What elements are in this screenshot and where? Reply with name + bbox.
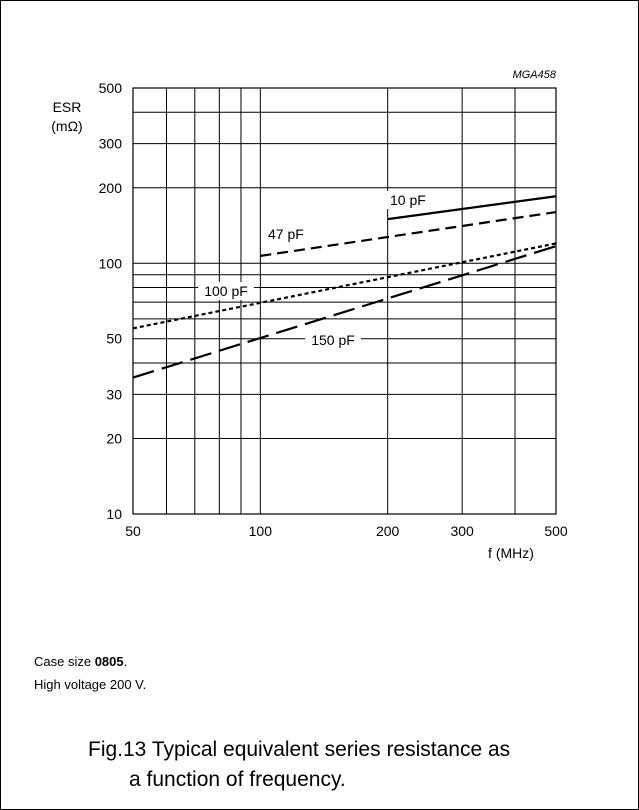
y-tick-label-50: 50 bbox=[106, 331, 122, 347]
plot-border bbox=[132, 87, 557, 515]
series-label-100-pf: 100 pF bbox=[204, 283, 248, 299]
x-tick-label-500: 500 bbox=[544, 523, 568, 539]
x-tick-label-50: 50 bbox=[125, 523, 141, 539]
case-size-value: 0805 bbox=[94, 654, 124, 669]
series-label-bg-2 bbox=[198, 282, 254, 300]
series-line-150-pf bbox=[132, 245, 557, 379]
x-axis-label: f (MHz) bbox=[488, 545, 534, 561]
chart-grid bbox=[132, 87, 557, 515]
series-label-bg-1 bbox=[265, 225, 313, 243]
x-tick-label-100: 100 bbox=[249, 523, 273, 539]
figure-caption: Fig.13 Typical equivalent series resista… bbox=[88, 735, 510, 795]
caption-line-2: a function of frequency. bbox=[129, 768, 346, 791]
x-tick-label-200: 200 bbox=[376, 523, 400, 539]
series-label-bg-0 bbox=[387, 191, 435, 209]
y-tick-label-30: 30 bbox=[106, 386, 122, 402]
chart-series bbox=[132, 195, 557, 379]
y-tick-label-200: 200 bbox=[99, 180, 123, 196]
y-tick-label-300: 300 bbox=[99, 136, 123, 152]
figure-id: MGA458 bbox=[513, 69, 557, 81]
voltage-note: High voltage 200 V. bbox=[34, 677, 147, 692]
chart-labels: 10 pF 47 pF 100 pF 150 pF 10 20 30 50 100 200 300 5… bbox=[51, 69, 568, 561]
series-line-100-pf bbox=[132, 242, 557, 330]
case-size-prefix: Case size bbox=[34, 654, 95, 669]
series-label-150-pf: 150 pF bbox=[311, 332, 355, 348]
caption-line-1: Fig.13 Typical equivalent series resista… bbox=[88, 738, 511, 761]
y-axis-label-line-2: (mΩ) bbox=[51, 118, 82, 134]
y-tick-label-500: 500 bbox=[99, 80, 123, 96]
series-label-10-pf: 10 pF bbox=[390, 192, 426, 208]
esr-frequency-chart: 10 pF 47 pF 100 pF 150 pF 10 20 30 50 100 200 300 5… bbox=[51, 69, 568, 561]
y-axis-label-line-1: ESR bbox=[53, 99, 82, 115]
y-tick-label-10: 10 bbox=[106, 506, 122, 522]
series-label-bg-3 bbox=[305, 331, 361, 349]
y-tick-label-20: 20 bbox=[106, 431, 122, 447]
x-tick-label-300: 300 bbox=[450, 523, 474, 539]
series-label-47-pf: 47 pF bbox=[268, 226, 304, 242]
y-tick-label-100: 100 bbox=[99, 255, 123, 271]
case-size-suffix: . bbox=[123, 654, 128, 669]
case-size-note: Case size 0805. bbox=[34, 650, 146, 673]
figure-notes: Case size 0805. High voltage 200 V. bbox=[34, 650, 146, 696]
series-line-10-pf bbox=[387, 195, 557, 221]
